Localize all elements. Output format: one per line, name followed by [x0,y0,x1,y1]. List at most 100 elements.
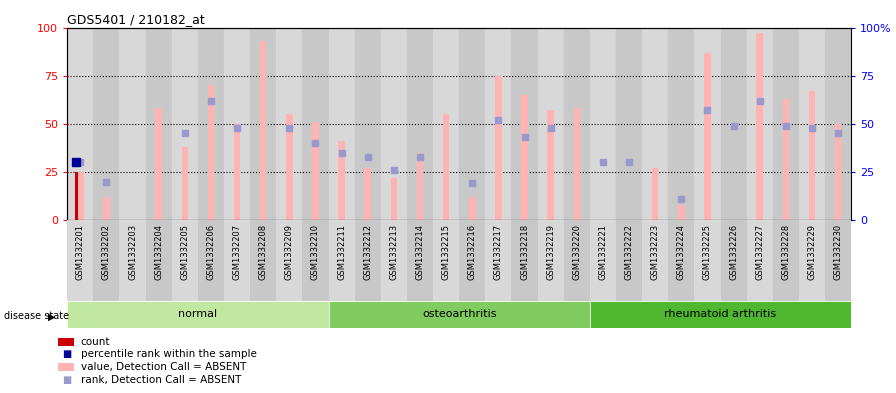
Bar [381,220,407,301]
Bar [652,168,659,220]
Bar [694,28,720,220]
Bar [224,220,250,301]
Text: GSM1332207: GSM1332207 [233,224,242,280]
Text: disease state: disease state [4,311,70,321]
Text: GSM1332229: GSM1332229 [807,224,816,280]
Text: rheumatoid arthritis: rheumatoid arthritis [665,309,777,320]
Bar [286,114,293,220]
Text: GSM1332218: GSM1332218 [520,224,529,280]
Bar [564,28,590,220]
Text: GSM1332217: GSM1332217 [494,224,503,280]
Bar [302,28,329,220]
Bar [590,220,616,301]
Bar [564,220,590,301]
Bar [74,172,78,220]
Bar [642,28,668,220]
Bar [155,108,162,220]
Text: ■: ■ [62,375,71,385]
Bar [182,147,188,220]
Text: GSM1332209: GSM1332209 [285,224,294,280]
Text: GSM1332222: GSM1332222 [625,224,633,280]
Bar [512,220,538,301]
Text: GSM1332223: GSM1332223 [650,224,659,280]
Bar [77,172,83,220]
Bar [835,124,841,220]
Bar [825,28,851,220]
Bar [329,28,355,220]
Bar [746,220,772,301]
Text: ■: ■ [62,349,71,360]
Bar [782,99,789,220]
Bar [250,28,276,220]
Text: GSM1332219: GSM1332219 [547,224,556,280]
Bar [391,178,397,220]
Text: GSM1332221: GSM1332221 [599,224,607,280]
Bar [486,28,512,220]
Bar [512,28,538,220]
Bar [224,28,250,220]
Bar [208,85,214,220]
Bar [365,168,371,220]
Text: GSM1332206: GSM1332206 [206,224,215,280]
Bar [590,301,851,328]
Bar [772,220,799,301]
Bar [668,28,694,220]
Text: GSM1332215: GSM1332215 [442,224,451,280]
Bar [538,28,564,220]
Text: rank, Detection Call = ABSENT: rank, Detection Call = ABSENT [81,375,241,385]
Bar [799,220,825,301]
Text: GSM1332220: GSM1332220 [573,224,582,280]
Text: GSM1332214: GSM1332214 [416,224,425,280]
Bar [407,220,433,301]
Text: GSM1332228: GSM1332228 [781,224,790,280]
Bar [339,141,345,220]
Bar [276,220,302,301]
Text: GSM1332227: GSM1332227 [755,224,764,280]
Bar [616,220,642,301]
Bar [746,28,772,220]
Bar [756,33,763,220]
Text: GSM1332224: GSM1332224 [676,224,685,280]
Bar [616,28,642,220]
Bar [590,28,616,220]
Bar [119,28,145,220]
Text: GSM1332201: GSM1332201 [76,224,85,280]
Bar [276,28,302,220]
Text: GDS5401 / 210182_at: GDS5401 / 210182_at [67,13,205,26]
Bar [799,28,825,220]
Text: GSM1332230: GSM1332230 [833,224,842,280]
Text: GSM1332216: GSM1332216 [468,224,477,280]
Bar [809,91,815,220]
Bar [443,114,450,220]
Bar [198,220,224,301]
Text: GSM1332204: GSM1332204 [154,224,163,280]
Bar [694,220,720,301]
Text: GSM1332212: GSM1332212 [363,224,372,280]
Bar [172,220,198,301]
Bar [433,28,459,220]
Bar [573,108,580,220]
Bar [93,220,119,301]
Bar [720,28,746,220]
Bar [720,220,746,301]
Bar [250,220,276,301]
Text: GSM1332202: GSM1332202 [102,224,111,280]
Bar [103,197,109,220]
Bar [119,220,145,301]
Bar [381,28,407,220]
Bar [825,220,851,301]
Bar [469,197,476,220]
Bar [486,220,512,301]
Bar [355,220,381,301]
Bar [772,28,799,220]
Bar [433,220,459,301]
Bar [145,28,172,220]
Text: count: count [81,337,110,347]
Text: GSM1332213: GSM1332213 [390,224,399,280]
Text: normal: normal [178,309,218,320]
Text: GSM1332208: GSM1332208 [259,224,268,280]
Bar [704,53,711,220]
Bar [417,153,423,220]
Bar [495,75,502,220]
Bar [145,220,172,301]
